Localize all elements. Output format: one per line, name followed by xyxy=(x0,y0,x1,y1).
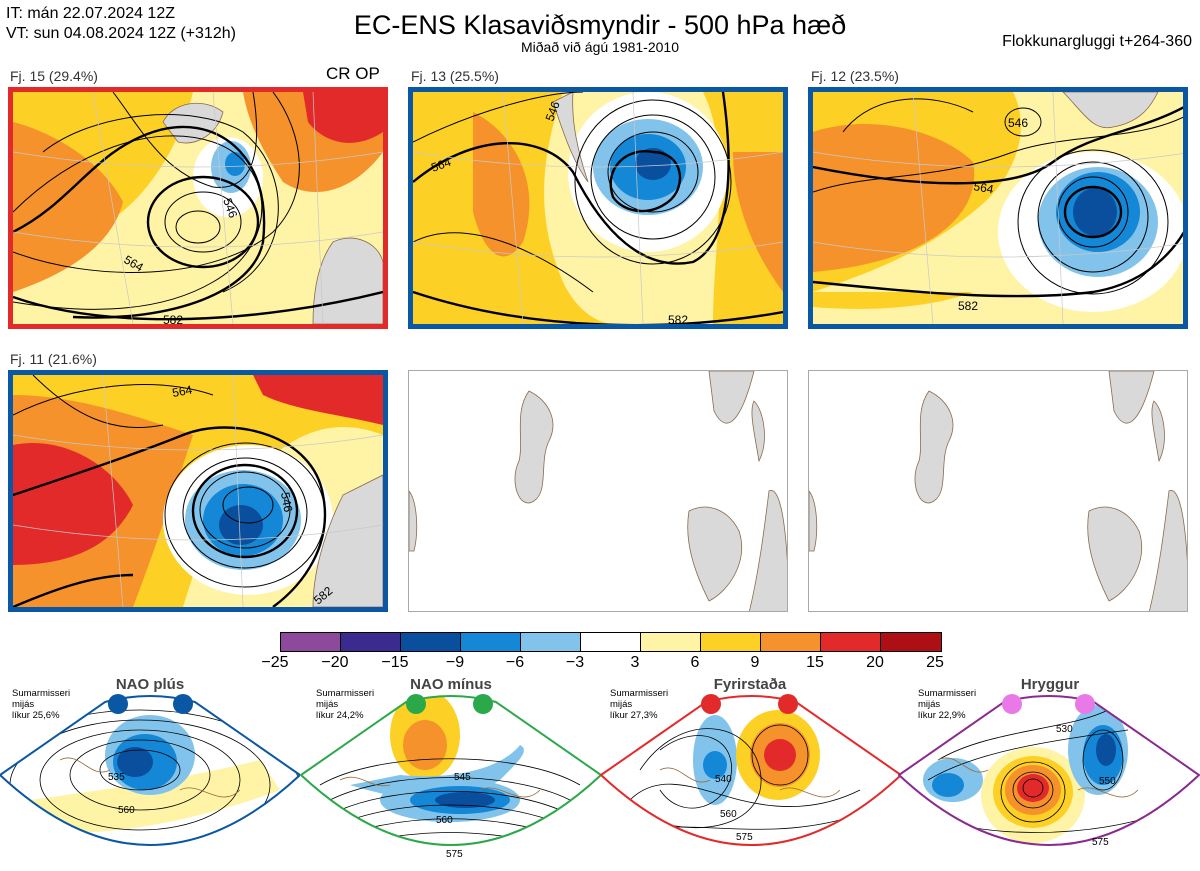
panel-3-label: Fj. 12 (23.5%) xyxy=(811,68,899,84)
regime-3-title: Fyrirstaða xyxy=(713,676,787,693)
cluster-map-4-graphic: 564 546 582 xyxy=(13,375,383,607)
colorbar-swatch xyxy=(461,633,521,651)
colorbar-swatch xyxy=(641,633,701,651)
regime-4-note: Sumarmisseri mijás líkur 22,9% xyxy=(918,688,977,721)
regime-3-contour: 540 xyxy=(715,774,732,785)
colorbar-tick: 9 xyxy=(750,654,760,671)
colorbar-swatch xyxy=(761,633,821,651)
regime-1-note: Sumarmisseri mijás líkur 25,6% xyxy=(12,688,71,721)
colorbar-tick: −3 xyxy=(565,654,585,671)
colorbar-tick: 3 xyxy=(630,654,640,671)
contour-label: 564 xyxy=(429,155,453,175)
colorbar-swatch xyxy=(581,633,641,651)
regime-3-note: Sumarmisseri mijás líkur 27,3% xyxy=(610,688,669,721)
cluster-map-2[interactable]: 564 546 582 xyxy=(408,87,788,329)
colorbar-tick: −25 xyxy=(261,654,289,671)
colorbar-tick: −15 xyxy=(381,654,409,671)
page-title: EC-ENS Klasaviðsmyndir - 500 hPa hæð xyxy=(353,10,847,40)
contour-label: 546 xyxy=(278,491,295,513)
regime-4-contour: 530 xyxy=(1056,724,1073,735)
contour-label: 546 xyxy=(543,99,563,123)
empty-map-5-graphic xyxy=(409,371,787,611)
page-subtitle: Miðað við ágú 1981-2010 xyxy=(520,39,679,55)
colorbar-swatch xyxy=(821,633,881,651)
contour-label: 582 xyxy=(163,313,183,324)
colorbar-tick: −20 xyxy=(321,654,349,671)
regime-4-title: Hryggur xyxy=(1020,676,1080,693)
cluster-map-1[interactable]: 546 564 582 xyxy=(8,87,388,329)
colorbar xyxy=(280,632,942,652)
contour-label: 546 xyxy=(1008,116,1028,130)
colorbar-tick: 20 xyxy=(866,654,884,671)
regime-2-contour: 575 xyxy=(446,849,463,860)
regime-1-title: NAO plús xyxy=(115,676,185,693)
cluster-map-1-graphic: 546 564 582 xyxy=(13,92,383,324)
regime-2-note: Sumarmisseri mijás líkur 24,2% xyxy=(316,688,375,721)
colorbar-tick: 6 xyxy=(690,654,700,671)
empty-map-5 xyxy=(408,370,788,612)
regime-4-map: 530 550 575 xyxy=(898,694,1200,848)
colorbar-tick: 15 xyxy=(806,654,824,671)
contour-label: 564 xyxy=(171,383,193,400)
regime-2-contour: 545 xyxy=(454,772,471,783)
regime-3-contour: 560 xyxy=(720,809,737,820)
regime-2-contour: 560 xyxy=(436,815,453,826)
colorbar-swatch xyxy=(401,633,461,651)
panel-1-tag: CR OP xyxy=(326,64,380,83)
colorbar-tick: 25 xyxy=(926,654,944,671)
colorbar-swatch xyxy=(521,633,581,651)
regime-4-contour: 550 xyxy=(1099,776,1116,787)
cluster-map-2-graphic: 564 546 582 xyxy=(413,92,783,324)
window-label: Flokkunargluggi t+264-360 xyxy=(1002,33,1192,50)
valid-time: VT: sun 04.08.2024 12Z (+312h) xyxy=(6,25,236,42)
cluster-map-3-graphic: 546 564 582 xyxy=(813,92,1183,324)
panel-4-label: Fj. 11 (21.6%) xyxy=(10,351,97,367)
regime-2-map: 545 560 575 xyxy=(300,694,602,860)
colorbar-swatch xyxy=(281,633,341,651)
colorbar-tick: −6 xyxy=(505,654,525,671)
issue-time: IT: mán 22.07.2024 12Z xyxy=(6,5,175,22)
contour-label: 564 xyxy=(972,179,994,196)
empty-map-6 xyxy=(808,370,1188,612)
colorbar-swatch xyxy=(881,633,941,651)
regime-2-title: NAO mínus xyxy=(410,676,492,693)
colorbar-swatch xyxy=(701,633,761,651)
panel-1-label: Fj. 15 (29.4%) xyxy=(10,68,98,84)
contour-label: 582 xyxy=(668,313,688,324)
contour-label: 546 xyxy=(220,196,240,220)
regime-1-contour: 535 xyxy=(108,772,125,783)
empty-map-6-graphic xyxy=(809,371,1187,611)
regime-1-map: 535 560 xyxy=(0,694,300,846)
cluster-map-4[interactable]: 564 546 582 xyxy=(8,370,388,612)
panel-2-label: Fj. 13 (25.5%) xyxy=(411,68,499,84)
regime-4-contour: 575 xyxy=(1092,837,1109,848)
regime-3-map: 540 560 575 xyxy=(600,694,902,846)
cluster-map-3[interactable]: 546 564 582 xyxy=(808,87,1188,329)
regime-1-contour: 560 xyxy=(118,805,135,816)
colorbar-tick: −9 xyxy=(445,654,465,671)
contour-label: 582 xyxy=(958,299,978,313)
regime-3-contour: 575 xyxy=(736,832,753,843)
colorbar-swatch xyxy=(341,633,401,651)
